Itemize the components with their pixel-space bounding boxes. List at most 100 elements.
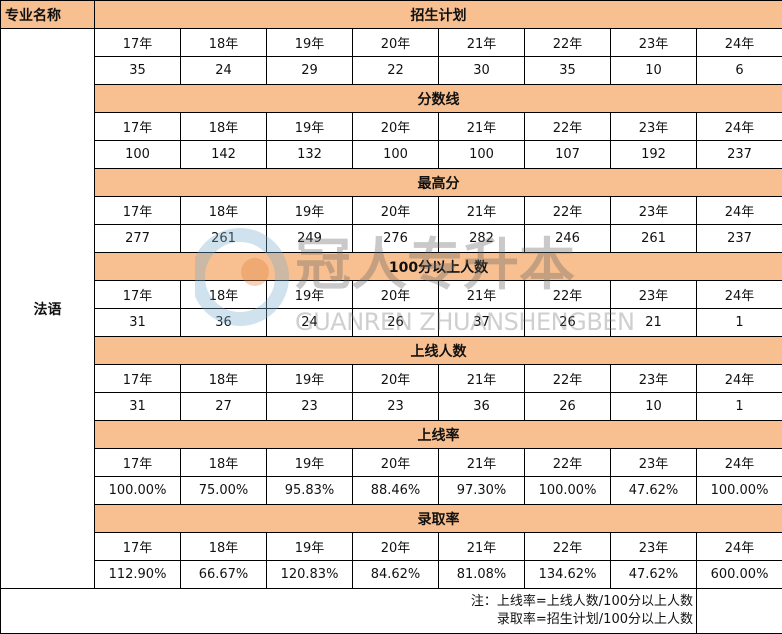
year-cell: 17年 [95,365,181,393]
value-cell: 100 [439,141,525,169]
value-cell: 66.67% [181,561,267,589]
value-cell: 276 [353,225,439,253]
section-header-row: 100分以上人数 [1,253,782,281]
value-cell: 24 [267,309,353,337]
value-cell: 26 [525,309,611,337]
value-cell: 100.00% [95,477,181,505]
section-header-row: 上线人数 [1,337,782,365]
value-cell: 277 [95,225,181,253]
note-row: 注：上线率=上线人数/100分以上人数录取率=招生计划/100分以上人数 [1,589,782,634]
note-empty-cell [697,589,782,634]
value-cell: 192 [611,141,697,169]
year-cell: 24年 [697,197,782,225]
value-cell: 37 [439,309,525,337]
year-cell: 18年 [181,281,267,309]
year-cell: 24年 [697,533,782,561]
year-cell: 17年 [95,197,181,225]
year-cell: 20年 [353,197,439,225]
section-title: 100分以上人数 [95,253,782,281]
year-cell: 21年 [439,113,525,141]
value-cell: 600.00% [697,561,782,589]
value-cell: 10 [611,393,697,421]
value-cell: 134.62% [525,561,611,589]
year-cell: 18年 [181,29,267,57]
year-cell: 22年 [525,281,611,309]
value-cell: 31 [95,393,181,421]
year-cell: 18年 [181,197,267,225]
value-cell: 1 [697,393,782,421]
value-cell: 261 [181,225,267,253]
section-header-row: 最高分 [1,169,782,197]
year-cell: 22年 [525,365,611,393]
section-title: 分数线 [95,85,782,113]
value-cell: 100 [353,141,439,169]
value-cell: 132 [267,141,353,169]
value-row: 112.90%66.67%120.83%84.62%81.08%134.62%4… [1,561,782,589]
year-cell: 19年 [267,533,353,561]
year-cell: 20年 [353,113,439,141]
year-cell: 17年 [95,29,181,57]
value-cell: 24 [181,57,267,85]
year-cell: 24年 [697,281,782,309]
value-cell: 282 [439,225,525,253]
value-cell: 47.62% [611,477,697,505]
year-cell: 20年 [353,533,439,561]
year-cell: 23年 [611,449,697,477]
value-cell: 120.83% [267,561,353,589]
year-cell: 24年 [697,365,782,393]
value-cell: 95.83% [267,477,353,505]
year-cell: 17年 [95,113,181,141]
section-header-row: 录取率 [1,505,782,533]
value-cell: 23 [267,393,353,421]
value-cell: 237 [697,225,782,253]
value-cell: 36 [181,309,267,337]
year-cell: 19年 [267,449,353,477]
year-cell: 24年 [697,449,782,477]
year-cell: 22年 [525,449,611,477]
value-cell: 100 [95,141,181,169]
value-cell: 10 [611,57,697,85]
value-cell: 35 [95,57,181,85]
value-cell: 100.00% [525,477,611,505]
year-cell: 17年 [95,449,181,477]
value-cell: 112.90% [95,561,181,589]
value-cell: 6 [697,57,782,85]
section-header-row: 上线率 [1,421,782,449]
year-cell: 21年 [439,29,525,57]
note-line-1: 注：上线率=上线人数/100分以上人数 [1,593,693,611]
value-cell: 35 [525,57,611,85]
section-title: 上线率 [95,421,782,449]
section-title: 录取率 [95,505,782,533]
year-cell: 23年 [611,533,697,561]
value-cell: 27 [181,393,267,421]
year-cell: 23年 [611,113,697,141]
year-cell: 23年 [611,29,697,57]
value-cell: 22 [353,57,439,85]
year-cell: 21年 [439,449,525,477]
year-cell: 22年 [525,113,611,141]
value-cell: 100.00% [697,477,782,505]
value-cell: 84.62% [353,561,439,589]
value-cell: 1 [697,309,782,337]
year-cell: 23年 [611,197,697,225]
value-cell: 81.08% [439,561,525,589]
value-cell: 30 [439,57,525,85]
section-title: 招生计划 [95,1,782,29]
section-title: 上线人数 [95,337,782,365]
value-cell: 107 [525,141,611,169]
value-row: 100.00%75.00%95.83%88.46%97.30%100.00%47… [1,477,782,505]
year-cell: 20年 [353,281,439,309]
year-cell: 22年 [525,197,611,225]
section-header-row: 分数线 [1,85,782,113]
note-line-2: 录取率=招生计划/100分以上人数 [1,611,693,629]
year-cell: 19年 [267,197,353,225]
value-cell: 142 [181,141,267,169]
year-cell: 22年 [525,533,611,561]
year-cell: 24年 [697,29,782,57]
